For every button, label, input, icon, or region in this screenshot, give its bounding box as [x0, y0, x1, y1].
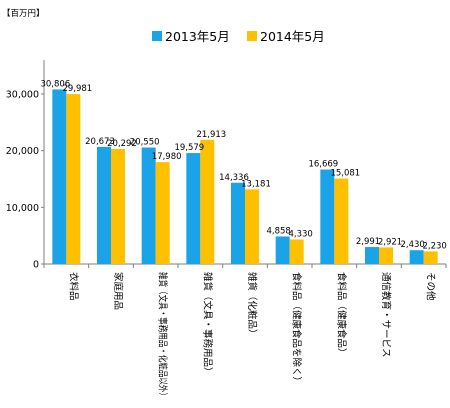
bar: [409, 250, 424, 264]
bar: [52, 89, 67, 264]
bars: [52, 89, 438, 264]
value-label: 20,673: [85, 137, 115, 147]
bar: [275, 236, 290, 264]
category-label: 衣料品: [67, 272, 79, 301]
value-label: 30,806: [40, 79, 70, 89]
value-label: 2,230: [422, 241, 446, 251]
category-label: 通信教育・サービス: [380, 272, 392, 358]
bar: [231, 182, 245, 264]
legend-swatch: [152, 31, 162, 41]
bar: [379, 247, 393, 264]
bar: [97, 146, 111, 264]
value-label: 20,292: [107, 139, 137, 149]
value-label: 14,336: [219, 173, 249, 183]
value-label: 20,550: [130, 138, 160, 148]
value-label: 2,430: [400, 240, 424, 250]
bar: [141, 147, 156, 264]
category-label: 食料品（健康食品を除く）: [291, 272, 303, 386]
category-label: 雑貨（文具・事務用品・化粧品以外）: [157, 272, 169, 400]
y-tick-label: 0: [33, 260, 39, 271]
legend-label: 2014年5月: [260, 29, 325, 44]
value-label: 2,921: [378, 237, 402, 247]
value-label: 4,858: [266, 226, 290, 236]
y-tick-label: 10,000: [6, 203, 39, 214]
bar: [289, 239, 304, 264]
bar: [155, 162, 170, 264]
legend-label: 2013年5月: [165, 29, 230, 44]
y-tick-label: 30,000: [6, 90, 39, 101]
bar: [365, 247, 379, 264]
value-label: 19,579: [174, 143, 204, 153]
bar: [186, 153, 201, 264]
value-label: 4,330: [288, 229, 312, 239]
category-labels: 衣料品 家庭用品 雑貨（文具・事務用品・化粧品以外） 雑貨（文具・事務用品） 雑貨（化粧…: [67, 272, 436, 400]
bar: [200, 139, 215, 264]
value-label: 15,081: [330, 169, 360, 179]
bar: [423, 251, 438, 264]
value-label: 29,981: [62, 84, 92, 94]
legend: 2013年5月 2014年5月: [152, 29, 325, 44]
category-label: 食料品（健康食品）: [335, 272, 347, 358]
bar: [334, 178, 349, 264]
bar: [320, 169, 335, 264]
category-label: 雑貨（化粧品）: [246, 272, 258, 339]
category-label: その他: [425, 272, 437, 301]
value-label: 17,980: [152, 152, 182, 162]
bar: [245, 189, 259, 264]
value-label: 16,669: [308, 160, 338, 170]
unit-label: 【百万円】: [2, 9, 45, 19]
bar: [66, 94, 81, 264]
value-label: 2,991: [356, 237, 380, 247]
category-label: 家庭用品: [112, 272, 124, 310]
bar: [111, 149, 125, 264]
legend-swatch: [247, 31, 257, 41]
y-tick-label: 20,000: [6, 146, 39, 157]
category-label: 雑貨（文具・事務用品）: [201, 272, 213, 377]
value-label: 21,913: [196, 130, 226, 140]
value-label: 13,181: [241, 179, 271, 189]
